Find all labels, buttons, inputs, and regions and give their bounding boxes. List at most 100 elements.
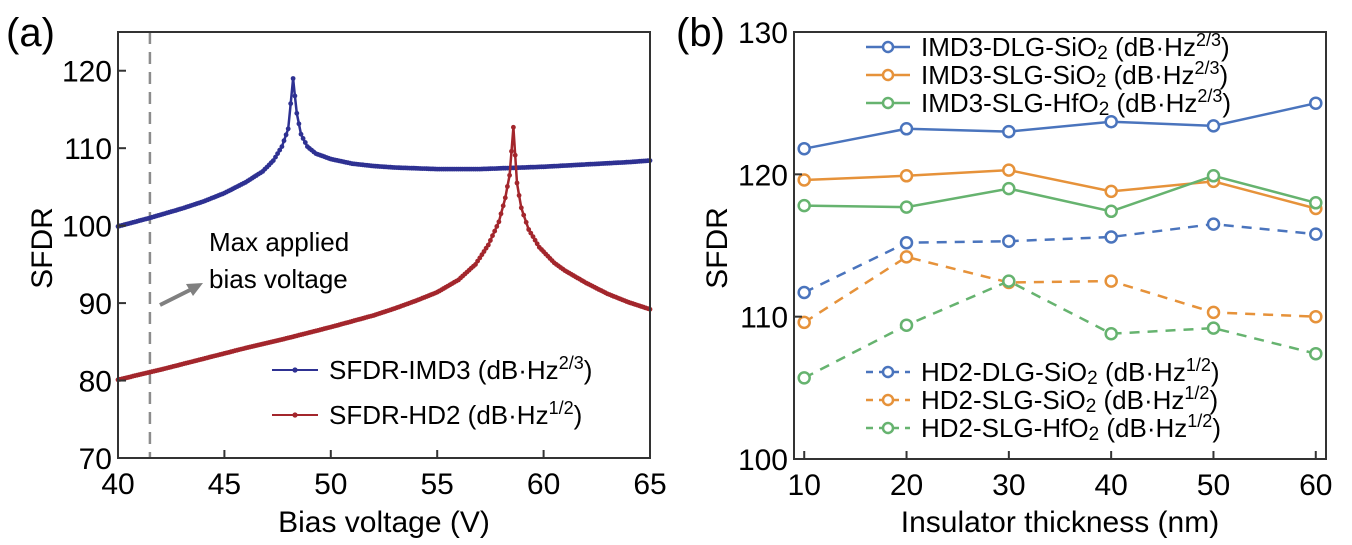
data-point — [488, 238, 493, 243]
panel-label-b: (b) — [676, 11, 725, 55]
data-point — [1309, 309, 1323, 324]
data-point — [532, 237, 538, 243]
data-point — [511, 124, 516, 130]
data-point — [899, 122, 914, 136]
data-point — [292, 93, 298, 99]
series-hd2-slg-sio2 — [797, 250, 1323, 330]
data-point — [899, 200, 914, 214]
data-point — [505, 184, 510, 189]
x-tick-label: 60 — [1299, 469, 1332, 502]
data-point — [279, 144, 285, 150]
data-point — [899, 235, 914, 250]
x-tick-label: 50 — [1197, 469, 1230, 502]
data-point — [300, 136, 306, 141]
data-point — [1309, 96, 1323, 110]
data-point — [485, 242, 491, 248]
x-tick-label: 65 — [633, 468, 666, 501]
data-point — [1104, 184, 1118, 199]
series-hd2-slg-hfo2 — [797, 274, 1323, 385]
data-point — [1002, 181, 1016, 196]
y-tick-label: 90 — [79, 288, 112, 321]
x-tick-label: 60 — [527, 468, 560, 501]
data-point — [1002, 234, 1016, 248]
x-tick-label: 40 — [1094, 469, 1127, 502]
series-imd3-slg-hfo2 — [797, 169, 1323, 219]
data-point — [1002, 163, 1016, 177]
data-point — [526, 227, 532, 232]
axes-frame — [117, 31, 651, 459]
data-point — [273, 154, 278, 160]
panel-b: (b) 10 20 30 40 50 60 100 110 120 130 Insulator t… — [676, 11, 1332, 539]
data-point — [288, 101, 294, 106]
legend-marker — [881, 68, 895, 82]
panel-label-a: (a) — [6, 11, 55, 55]
data-point — [494, 224, 500, 229]
y-axis-label-b: SFDR — [701, 207, 734, 289]
data-point — [1002, 274, 1016, 288]
data-point — [285, 126, 291, 132]
data-point — [1002, 124, 1016, 139]
legend-marker — [292, 412, 298, 418]
data-point — [797, 315, 811, 330]
data-point — [528, 230, 534, 236]
y-tick-label: 100 — [62, 211, 112, 244]
y-tick-label: 80 — [79, 366, 112, 399]
y-tick-label: 130 — [738, 17, 788, 50]
data-point — [1104, 274, 1118, 288]
data-point — [797, 141, 811, 156]
y-tick-label: 120 — [738, 159, 788, 192]
legend-label: IMD3-SLG-HfO2 (dB·Hz2/3) — [921, 86, 1231, 120]
axes-frame — [793, 31, 1327, 460]
x-tick-label: 55 — [421, 468, 454, 501]
legend-item: HD2-SLG-SiO2 (dB·Hz1/2) — [866, 383, 1218, 417]
data-point — [1309, 227, 1323, 241]
data-point — [507, 172, 512, 178]
data-point — [516, 193, 522, 198]
legend-label: HD2-SLG-HfO2 (dB·Hz1/2) — [921, 411, 1221, 445]
series-line — [803, 101, 1317, 150]
legend-item: IMD3-SLG-HfO2 (dB·Hz2/3) — [866, 86, 1231, 120]
data-point — [1206, 305, 1221, 320]
series-sfdr-hd2 — [115, 124, 653, 383]
data-point — [275, 151, 280, 157]
series-sfdr-imd3 — [115, 76, 653, 229]
data-point — [530, 234, 536, 240]
y-tick-label: 70 — [79, 443, 112, 476]
data-point — [296, 121, 302, 127]
x-tick-label: 40 — [101, 468, 134, 501]
legend-b: IMD3-DLG-SiO2 (dB·Hz2/3)IMD3-SLG-SiO2 (d… — [866, 30, 1231, 445]
data-point — [1206, 217, 1221, 231]
series-line — [804, 168, 1317, 210]
data-point — [500, 203, 506, 209]
data-point — [490, 233, 495, 239]
data-point — [1309, 346, 1323, 361]
data-point — [518, 205, 524, 211]
annotation-arrow — [159, 283, 203, 307]
data-point — [899, 250, 914, 264]
y-tick-label: 120 — [62, 56, 112, 89]
y-tick-label: 110 — [740, 302, 788, 335]
data-point — [492, 228, 498, 234]
data-point — [899, 169, 914, 183]
legend-item: SFDR-IMD3 (dB·Hz2/3) — [272, 353, 592, 385]
data-point — [512, 152, 518, 158]
series-hd2-dlg-sio2 — [797, 217, 1323, 300]
y-tick-label: 110 — [64, 133, 112, 166]
legend-label: HD2-DLG-SiO2 (dB·Hz1/2) — [921, 355, 1220, 389]
y-axis-label-a: SFDR — [26, 207, 59, 289]
legend-item: HD2-SLG-HfO2 (dB·Hz1/2) — [866, 411, 1221, 445]
data-point — [270, 158, 276, 164]
legend-item: SFDR-HD2 (dB·Hz1/2) — [272, 398, 582, 430]
axes-b: 10 20 30 40 50 60 100 110 120 130 — [738, 17, 1333, 502]
legend-marker — [881, 40, 895, 54]
data-point — [1206, 119, 1221, 133]
legend-marker — [881, 421, 895, 435]
x-tick-label: 20 — [890, 469, 923, 502]
series-line — [804, 174, 1317, 213]
x-axis-label-b: Insulator thickness (nm) — [901, 506, 1219, 539]
x-axis-label-a: Bias voltage (V) — [278, 506, 490, 539]
series-line — [803, 255, 1316, 324]
legend-label: SFDR-IMD3 (dB·Hz2/3) — [329, 353, 592, 385]
data-point — [298, 131, 304, 137]
data-point — [797, 371, 811, 385]
